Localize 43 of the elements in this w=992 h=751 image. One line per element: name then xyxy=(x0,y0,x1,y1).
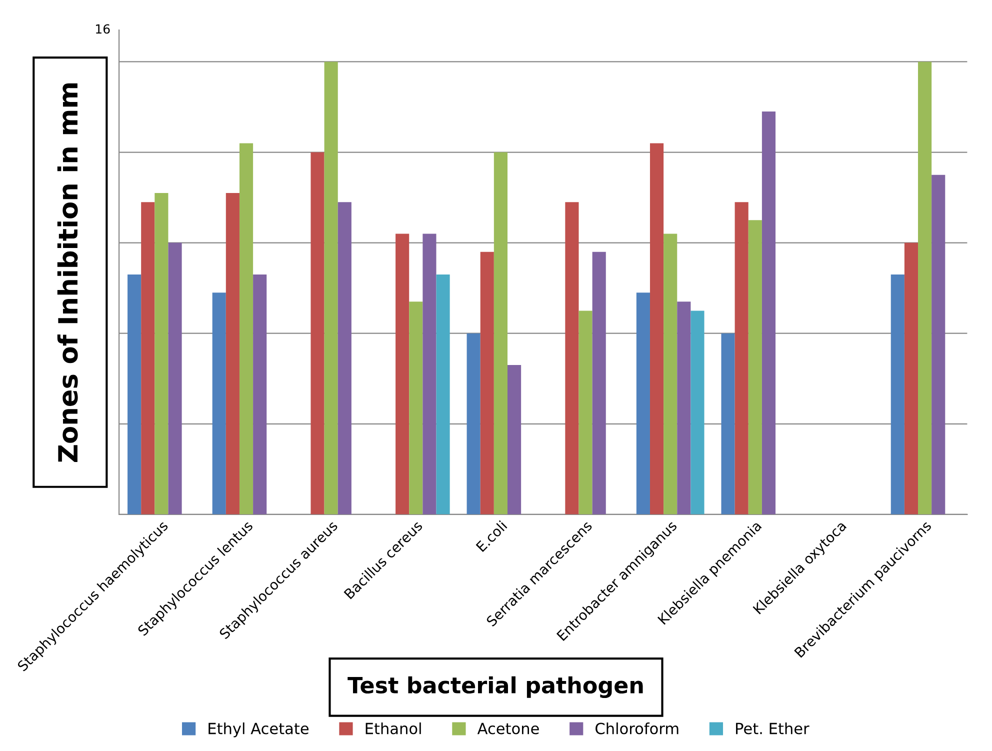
bar xyxy=(141,202,155,514)
bar xyxy=(324,62,338,514)
bar xyxy=(762,112,776,514)
bar xyxy=(677,302,691,514)
bar xyxy=(128,274,142,514)
bar xyxy=(494,152,508,514)
bar xyxy=(565,202,579,514)
bar xyxy=(168,242,182,514)
bar xyxy=(650,143,664,514)
bar xyxy=(466,333,480,514)
bar xyxy=(239,143,254,514)
bar xyxy=(748,220,762,514)
bar xyxy=(212,292,226,514)
legend-label: Ethanol xyxy=(366,722,421,734)
bar xyxy=(932,174,946,514)
bar xyxy=(507,365,522,514)
legend-label: Pet. Ether xyxy=(736,722,810,734)
bar xyxy=(904,242,918,514)
bar xyxy=(664,234,678,514)
bar xyxy=(436,274,450,514)
x-axis-title: Test bacterial pathogen xyxy=(348,676,643,698)
bar xyxy=(396,234,410,514)
bar xyxy=(592,252,606,514)
bar xyxy=(480,252,494,514)
legend-label: Acetone xyxy=(477,722,539,734)
legend-label: Ethyl Acetate xyxy=(208,722,309,738)
bar xyxy=(154,193,168,514)
bar xyxy=(338,202,352,514)
y-axis-title: Zones of Inhibition in mm xyxy=(57,83,78,462)
bar xyxy=(918,62,932,514)
bar xyxy=(721,333,735,514)
bar xyxy=(226,193,240,514)
bar xyxy=(253,274,267,514)
bar xyxy=(890,274,904,514)
bar xyxy=(636,292,650,514)
bar xyxy=(690,310,704,514)
text: 16 xyxy=(96,24,110,34)
legend-label: Chloroform xyxy=(596,722,678,734)
bar xyxy=(578,310,592,514)
bar xyxy=(422,234,436,514)
bar xyxy=(409,302,423,514)
bar xyxy=(734,202,748,514)
bar xyxy=(310,152,324,514)
